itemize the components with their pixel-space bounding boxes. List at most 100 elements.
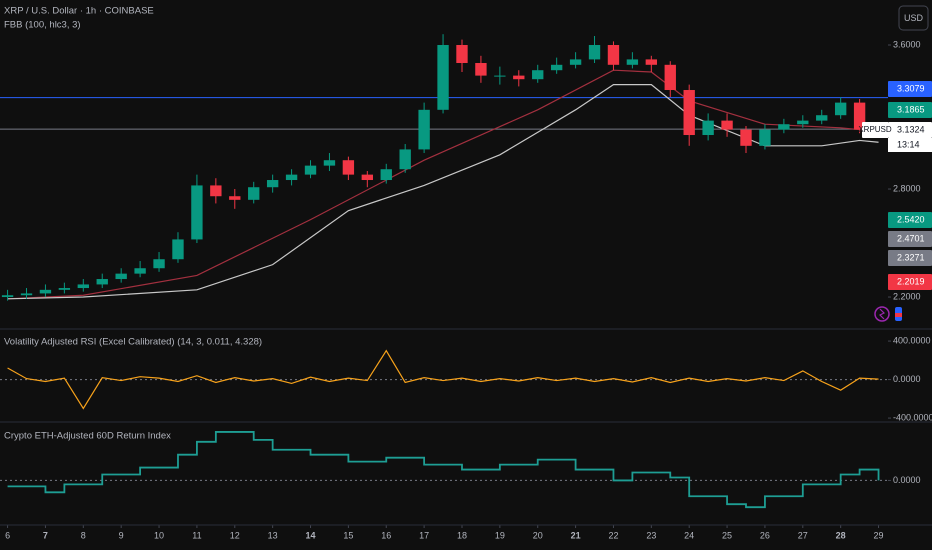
price-badge-label: 2.3271 — [897, 252, 925, 262]
candle-body — [266, 180, 279, 188]
indicator-step-line — [7, 431, 880, 509]
price-badge-label: 3.1324 — [897, 124, 925, 134]
flag-icon-stripe — [895, 313, 902, 317]
candle-body — [759, 129, 771, 146]
candle-body — [645, 59, 658, 65]
x-tick-label: 29 — [874, 530, 884, 540]
moving-average — [7, 84, 879, 300]
price-badge — [888, 212, 932, 228]
pane: 0.0000 6 7 8 9 10 11 12 13 14 15 16 17 18 19 20 21 22 23 24… — [0, 431, 921, 540]
price-badge — [888, 250, 932, 266]
x-tick-label: 17 — [419, 530, 429, 540]
pane-title: XRP / U.S. Dollar · 1h · COINBASE — [4, 6, 154, 17]
candle-body — [456, 45, 468, 64]
event-icon[interactable] — [874, 306, 890, 322]
x-tick-label: 19 — [495, 530, 505, 540]
price-badge-label: 3.3079 — [897, 83, 925, 93]
candle-body — [342, 160, 355, 175]
candle-body — [778, 124, 790, 130]
price-badge-label: 3.1865 — [897, 104, 925, 114]
x-tick-label: 10 — [154, 530, 164, 540]
price-badge — [888, 81, 932, 97]
y-tick-label: 400.0000 — [893, 335, 931, 345]
candle-body — [115, 273, 127, 280]
y-tick-label: -400.0000 — [893, 412, 932, 422]
x-tick-label: 6 — [5, 530, 10, 540]
candle-body — [285, 174, 298, 181]
x-tick-label: 26 — [760, 530, 770, 540]
price-badge — [888, 231, 932, 247]
candle-body — [532, 70, 544, 80]
y-tick-label: 2.2000 — [893, 291, 921, 301]
x-tick-label: 11 — [192, 530, 201, 540]
candle-body — [569, 59, 582, 65]
x-tick-label: 13 — [268, 530, 278, 540]
candle-body — [361, 174, 373, 181]
x-tick-label: 16 — [381, 530, 391, 540]
price-badge — [888, 122, 932, 138]
candle-body — [248, 187, 260, 200]
x-tick-label: 25 — [722, 530, 732, 540]
price-badge-label: 2.5420 — [897, 214, 925, 224]
x-tick-label: 27 — [798, 530, 808, 540]
symbol-badge-bg — [862, 122, 888, 138]
countdown-label: 13:14 — [897, 139, 920, 149]
candle-body — [513, 75, 525, 80]
candle-body — [172, 239, 184, 260]
y-tick-label: 0.0000 — [893, 374, 921, 384]
candle-body — [702, 120, 714, 136]
price-badge-label: 2.4701 — [897, 233, 925, 243]
candle-body — [797, 120, 809, 125]
candle-body — [380, 169, 392, 181]
candle-body — [853, 102, 866, 130]
candle-body — [210, 185, 222, 197]
candle-body — [475, 63, 487, 76]
candle-body — [191, 185, 203, 240]
x-tick-label: 7 — [43, 530, 48, 540]
x-tick-label: 22 — [608, 530, 618, 540]
x-tick-label: 8 — [81, 530, 86, 540]
symbol-badge-label: XRPUSD — [858, 125, 892, 134]
candle-body — [399, 149, 411, 170]
x-tick-label: 15 — [343, 530, 353, 540]
candle-body — [437, 45, 449, 110]
candle-body — [58, 288, 71, 290]
candle-body — [77, 284, 89, 289]
candle-body — [96, 279, 108, 285]
candle-body — [1, 295, 14, 298]
pane: 2.2000 2.8000 3.6000 XRP / U.S. Dollar · 1h… — [0, 6, 932, 301]
candle-body — [229, 196, 241, 200]
panes: 2.2000 2.8000 3.6000 XRP / U.S. Dollar · 1h… — [0, 6, 932, 540]
y-tick-label: 3.6000 — [893, 39, 921, 49]
price-badge — [888, 274, 932, 290]
y-tick-label: 0.0000 — [893, 475, 921, 485]
candle-body — [664, 64, 676, 91]
candle-body — [588, 45, 601, 60]
countdown-badge — [888, 138, 932, 152]
pane-title: Volatility Adjusted RSI (Excel Calibrate… — [4, 337, 262, 348]
candle-body — [607, 45, 620, 65]
candle-body — [323, 160, 336, 166]
candle-body — [134, 268, 146, 274]
currency-button[interactable] — [898, 5, 929, 31]
candle-body — [721, 120, 733, 130]
pane-title: Crypto ETH-Adjusted 60D Return Index — [4, 431, 171, 442]
y-tick-label: 2.8000 — [893, 183, 921, 193]
candle-body — [153, 259, 165, 269]
x-tick-label: 28 — [836, 530, 846, 540]
candle-body — [418, 109, 430, 150]
x-tick-label: 18 — [457, 530, 467, 540]
moving-average — [7, 69, 879, 300]
price-badge — [888, 102, 932, 118]
candle-body — [550, 64, 563, 71]
candle-body — [626, 59, 639, 65]
currency-label[interactable]: USD — [904, 13, 924, 23]
pane: 400.0000 0.0000 -400.0000 Volatility Adjust… — [0, 335, 932, 422]
x-tick-label: 9 — [119, 530, 124, 540]
candle-body — [834, 102, 847, 116]
candle-body — [304, 165, 317, 175]
x-tick-label: 14 — [306, 530, 316, 540]
x-tick-label: 20 — [533, 530, 543, 540]
